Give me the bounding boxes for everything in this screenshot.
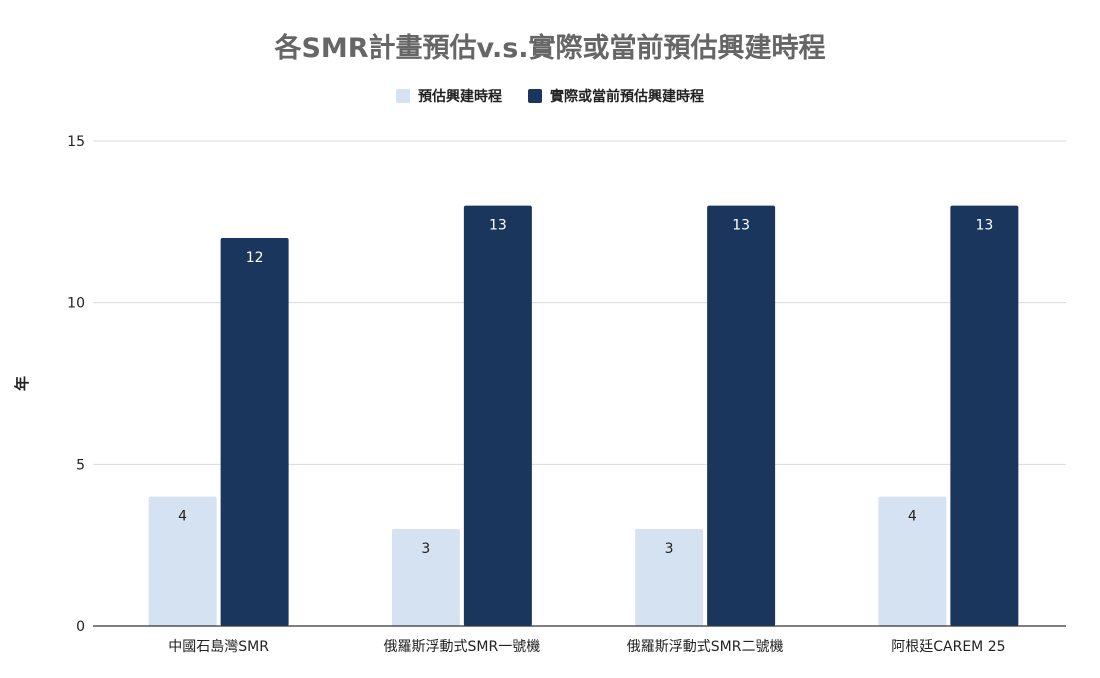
data-label-actual-2: 13 <box>732 218 750 234</box>
legend-entry-actual: 實際或當前預估興建時程 <box>528 86 704 106</box>
bar-estimated-1 <box>391 529 460 626</box>
y-axis-title: 年 <box>13 376 31 391</box>
bar-estimated-3 <box>878 496 947 626</box>
bar-actual-3 <box>950 205 1019 626</box>
x-category-label-2: 俄羅斯浮動式SMR二號機 <box>627 639 784 655</box>
legend: 預估興建時程 實際或當前預估興建時程 <box>0 86 1100 106</box>
data-label-actual-0: 12 <box>246 250 264 266</box>
y-tick-label-0: 0 <box>76 619 85 635</box>
bar-estimated-0 <box>148 496 217 626</box>
y-tick-label-15: 15 <box>67 134 85 150</box>
legend-swatch-estimated <box>396 89 410 103</box>
legend-label-actual: 實際或當前預估興建時程 <box>550 89 704 105</box>
data-label-estimated-1: 3 <box>421 541 430 557</box>
legend-label-estimated: 預估興建時程 <box>418 89 502 105</box>
y-tick-label-5: 5 <box>76 457 85 473</box>
data-label-actual-1: 13 <box>489 218 507 234</box>
data-label-estimated-3: 4 <box>908 509 917 525</box>
data-label-estimated-2: 3 <box>665 541 674 557</box>
x-category-label-0: 中國石島灣SMR <box>168 639 269 655</box>
bar-actual-1 <box>463 205 532 626</box>
x-category-label-1: 俄羅斯浮動式SMR一號機 <box>384 639 541 655</box>
data-label-estimated-0: 4 <box>178 509 187 525</box>
x-category-label-3: 阿根廷CAREM 25 <box>891 639 1005 655</box>
legend-entry-estimated: 預估興建時程 <box>396 86 502 106</box>
bar-estimated-2 <box>635 529 704 626</box>
data-label-actual-3: 13 <box>975 218 993 234</box>
y-tick-label-10: 10 <box>67 296 85 312</box>
legend-swatch-actual <box>528 89 542 103</box>
bar-actual-0 <box>220 238 289 626</box>
chart-title: 各SMR計畫預估v.s.實際或當前預估興建時程 <box>274 33 826 64</box>
bar-actual-2 <box>707 205 776 626</box>
